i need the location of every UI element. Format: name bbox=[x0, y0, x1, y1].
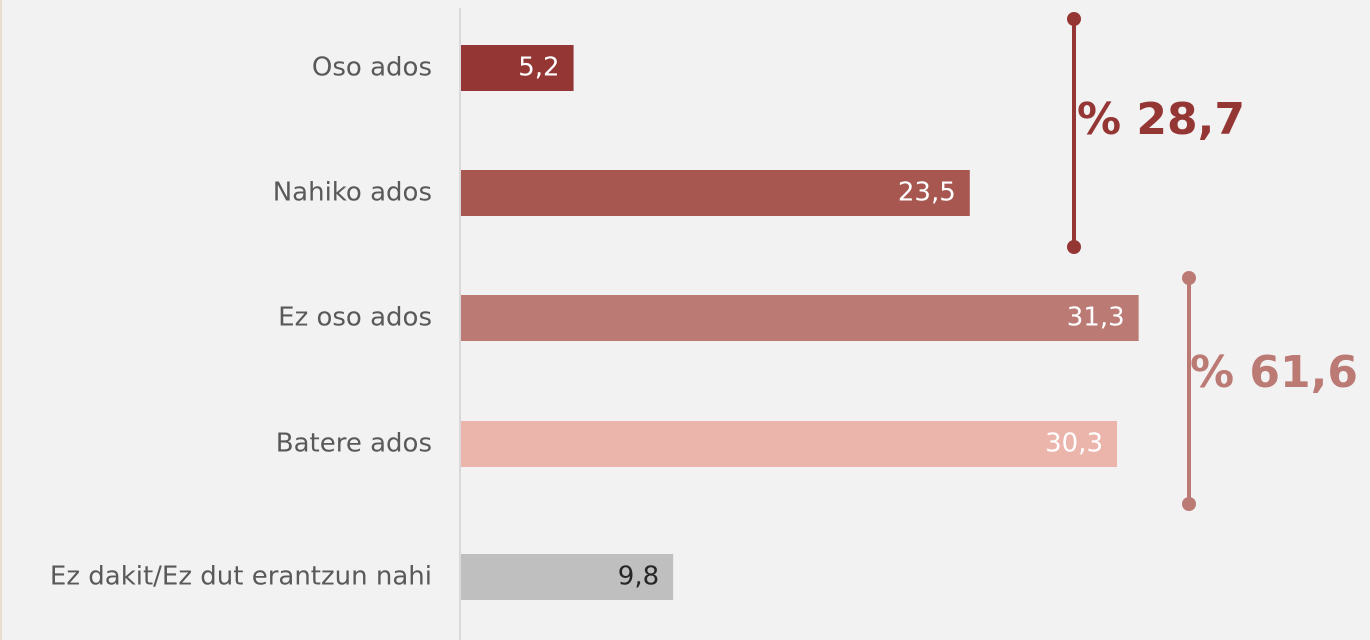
bracket-end bbox=[1067, 240, 1081, 254]
value-label: 5,2 bbox=[518, 53, 559, 83]
annotation: % 28,7 bbox=[1077, 94, 1245, 145]
value-label: 9,8 bbox=[618, 562, 659, 592]
category-label: Batere ados bbox=[276, 429, 432, 459]
annotation: % 61,6 bbox=[1190, 347, 1358, 398]
category-label: Ez dakit/Ez dut erantzun nahi bbox=[50, 562, 432, 592]
bracket-end bbox=[1067, 12, 1081, 26]
category-label: Oso ados bbox=[312, 53, 432, 83]
bar bbox=[461, 170, 970, 216]
value-label: 31,3 bbox=[1067, 303, 1125, 333]
value-label: 30,3 bbox=[1045, 429, 1103, 459]
category-label: Nahiko ados bbox=[273, 178, 432, 208]
bar bbox=[461, 421, 1117, 467]
bar bbox=[461, 554, 674, 600]
bracket-end bbox=[1182, 271, 1196, 285]
bar bbox=[461, 295, 1139, 341]
bracket-end bbox=[1182, 497, 1196, 511]
category-label: Ez oso ados bbox=[278, 303, 432, 333]
value-label: 23,5 bbox=[898, 178, 956, 208]
bar bbox=[461, 45, 574, 91]
